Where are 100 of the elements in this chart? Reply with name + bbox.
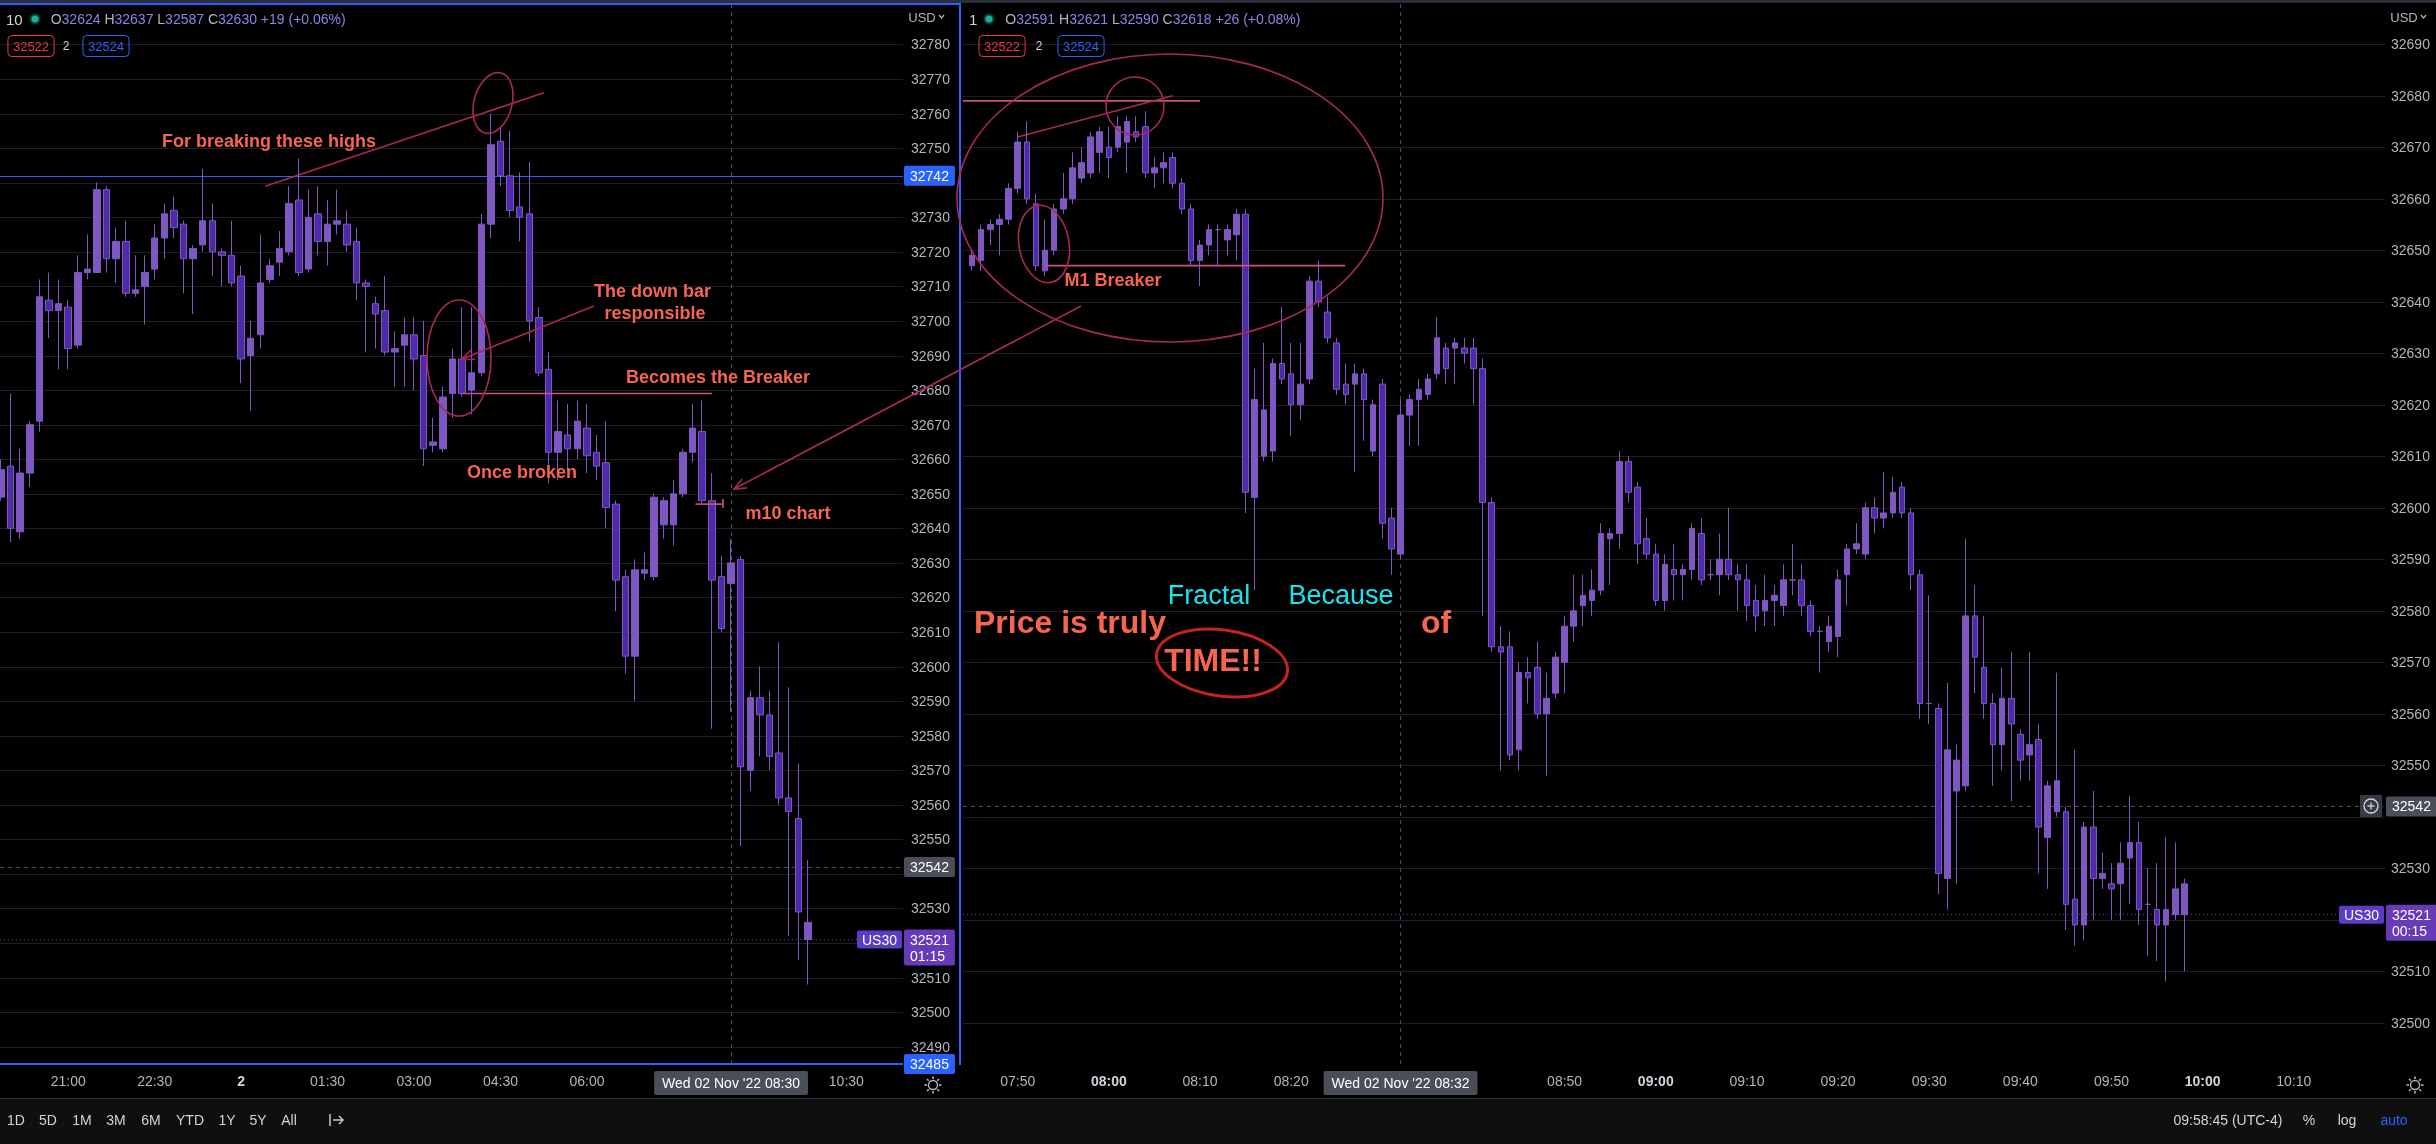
candlestick	[1452, 337, 1458, 385]
candlestick	[1297, 342, 1304, 421]
candlestick	[727, 538, 735, 712]
candlestick	[987, 218, 994, 246]
candlestick	[1817, 625, 1823, 674]
text: O32591 H32621 L32590 C32618 +26 (+0.08%)	[1005, 11, 1301, 27]
candlestick	[1589, 569, 1595, 617]
ref-line-label: Wed 02 Nov '22 08:32	[1331, 1075, 1470, 1091]
candlestick	[353, 227, 360, 301]
candlestick	[84, 234, 91, 280]
candlestick	[593, 434, 600, 481]
annotation: Becomes the Breaker	[625, 367, 811, 387]
candlestick	[1625, 455, 1632, 504]
candlestick	[1826, 615, 1832, 653]
text: 1Y	[218, 1112, 237, 1128]
candlestick	[1416, 378, 1422, 447]
candlestick	[151, 223, 158, 280]
candlestick	[36, 278, 43, 433]
y-tick-label: 32550	[2391, 757, 2431, 774]
candlestick	[1224, 223, 1231, 256]
candlestick	[2035, 723, 2042, 874]
y-tick-label: 32580	[911, 727, 951, 744]
candlestick	[468, 306, 475, 415]
candlestick	[132, 254, 139, 298]
candlestick	[1707, 558, 1714, 581]
candlestick	[1488, 496, 1495, 653]
candlestick	[708, 472, 716, 730]
candlestick	[228, 220, 235, 287]
candlestick	[737, 555, 744, 847]
candlestick	[2044, 780, 2051, 890]
annotation: US30	[2343, 906, 2380, 923]
candlestick	[1397, 399, 1404, 560]
candlestick	[1917, 569, 1923, 720]
candlestick	[1753, 584, 1759, 632]
candlestick	[1516, 661, 1522, 771]
candlestick	[1561, 615, 1568, 694]
x-tick-label: 03:00	[396, 1073, 432, 1089]
candlestick	[16, 448, 24, 540]
annotation: For breaking these highs	[161, 131, 377, 151]
candlestick	[535, 306, 543, 377]
candlestick	[180, 220, 187, 294]
text: auto	[2380, 1112, 2408, 1128]
candlestick	[1534, 641, 1541, 720]
candlestick	[1352, 363, 1358, 473]
candlestick	[1543, 672, 1550, 777]
x-tick-label: 09:50	[2094, 1073, 2130, 1089]
x-tick-label: 08:50	[1547, 1073, 1583, 1089]
candlestick	[237, 265, 245, 384]
candlestick	[1962, 538, 1969, 792]
y-tick-label: 32650	[911, 485, 951, 502]
annotation: Because	[1288, 580, 1394, 610]
text: %	[2302, 1112, 2316, 1128]
candlestick	[372, 296, 379, 350]
y-tick-label: 32620	[2391, 396, 2431, 413]
candlestick	[1498, 625, 1504, 771]
candlestick	[1242, 208, 1249, 514]
annotation: m10 chart	[745, 503, 831, 523]
candlestick	[1215, 223, 1221, 267]
text: 5D	[39, 1112, 57, 1128]
y-tick-label: 32590	[2391, 551, 2431, 568]
annotation: 2	[1035, 39, 1043, 53]
candlestick	[1370, 399, 1376, 457]
candlestick	[1807, 599, 1814, 638]
candlestick	[1871, 496, 1878, 534]
candlestick	[766, 690, 773, 771]
ref-line-label: 32521 01:15	[910, 931, 950, 964]
annotation: M1 Breaker	[1064, 270, 1162, 290]
candlestick	[487, 113, 495, 239]
candlestick	[1771, 584, 1778, 627]
y-tick-label: 32650	[2391, 242, 2431, 259]
candlestick	[64, 299, 72, 370]
y-tick-label: 32570	[2391, 654, 2431, 671]
y-tick-label: 32640	[911, 520, 951, 537]
ref-line-label: 32542	[2392, 798, 2432, 815]
candlestick	[1379, 378, 1386, 540]
candlestick	[439, 386, 447, 453]
candlestick	[506, 130, 514, 218]
candlestick	[1634, 481, 1641, 565]
candlestick	[1024, 120, 1030, 205]
candlestick	[257, 234, 264, 350]
candlestick	[170, 196, 178, 239]
candlestick	[689, 403, 696, 464]
candlestick	[1142, 110, 1149, 179]
candlestick	[45, 272, 53, 339]
annotation: of	[1420, 604, 1452, 640]
candlestick	[1689, 522, 1695, 581]
candlestick	[1388, 507, 1395, 576]
candlestick	[1188, 203, 1194, 267]
y-tick-label: 32620	[911, 589, 951, 606]
candlestick	[969, 249, 975, 272]
x-tick-label: 09:00	[1637, 1073, 1674, 1089]
candlestick	[1434, 316, 1440, 380]
text: 09:58:45 (UTC-4)	[2173, 1112, 2283, 1128]
y-tick-label: 32770	[911, 71, 951, 88]
candlestick	[1042, 218, 1048, 277]
candlestick	[1306, 275, 1313, 385]
y-tick-label: 32750	[911, 140, 951, 157]
candlestick	[141, 254, 149, 325]
annotation: US30	[861, 931, 898, 948]
candlestick	[1908, 507, 1914, 591]
